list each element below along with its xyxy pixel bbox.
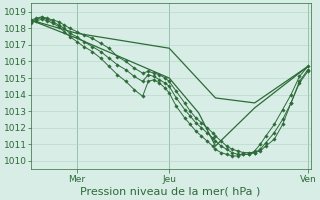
X-axis label: Pression niveau de la mer( hPa ): Pression niveau de la mer( hPa )	[80, 187, 261, 197]
